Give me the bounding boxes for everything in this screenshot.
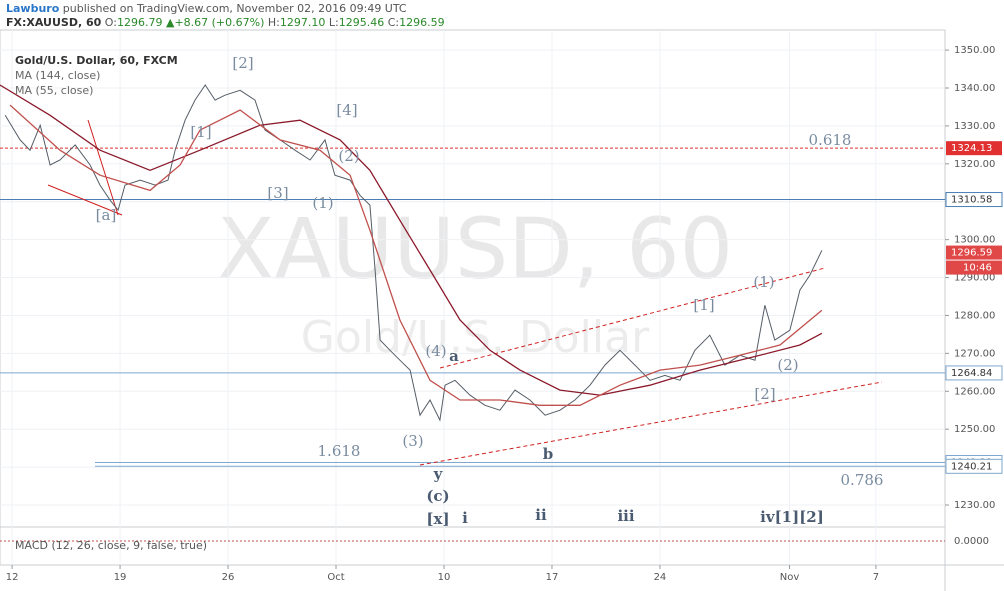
wave-label: iv[1][2] bbox=[760, 508, 824, 526]
y-tick-label: 1330.00 bbox=[954, 121, 995, 132]
y-tick-label: 1280.00 bbox=[954, 310, 995, 321]
wave-label: b bbox=[543, 445, 554, 463]
y-tick-label: 1290.00 bbox=[954, 273, 995, 284]
last-price-label-box bbox=[946, 245, 1002, 260]
x-tick-label: 26 bbox=[222, 572, 235, 583]
wave-label: i bbox=[462, 509, 468, 527]
watermark-sub: Gold/U.S. Dollar bbox=[301, 312, 650, 363]
wave-label: [1] bbox=[190, 123, 211, 141]
wave-label: (3) bbox=[402, 432, 423, 450]
wave-label: a bbox=[449, 347, 459, 365]
countdown: 10:46 bbox=[963, 263, 992, 274]
y-tick-label: 1350.00 bbox=[954, 45, 995, 56]
low: 1295.46 bbox=[338, 16, 385, 29]
x-tick-label: 24 bbox=[654, 572, 667, 583]
level-label: 1310.58 bbox=[951, 195, 992, 206]
wave-label: 1.618 bbox=[318, 442, 361, 460]
moving-average bbox=[9, 104, 823, 406]
level-label-border bbox=[945, 458, 1003, 474]
wave-label: [1] bbox=[693, 296, 714, 314]
x-tick-label: 12 bbox=[6, 572, 19, 583]
macd-tick: 0.0000 bbox=[954, 536, 989, 547]
drawing-line bbox=[419, 381, 883, 466]
x-tick-label: 10 bbox=[438, 572, 451, 583]
countdown-box bbox=[946, 260, 1002, 275]
wave-label: 0.786 bbox=[841, 471, 884, 489]
y-tick-label: 1250.00 bbox=[954, 424, 995, 435]
wave-label: ii bbox=[535, 506, 547, 524]
wave-label: [2] bbox=[232, 54, 253, 72]
y-tick-label: 1340.00 bbox=[954, 83, 995, 94]
level-label-box bbox=[946, 459, 1002, 474]
wave-label: [x] bbox=[426, 510, 449, 528]
wave-label: [a] bbox=[96, 206, 117, 224]
wave-label: [2] bbox=[754, 385, 775, 403]
close-label: C: bbox=[387, 16, 400, 29]
drawing-line bbox=[87, 119, 119, 216]
level-label-box bbox=[946, 365, 1002, 380]
y-tick-label: 1320.00 bbox=[954, 159, 995, 170]
drawing-line bbox=[47, 184, 123, 216]
change: +8.67 (+0.67%) bbox=[174, 16, 265, 29]
symbol: FX:XAUUSD, 60 bbox=[6, 16, 102, 29]
wave-label: (2) bbox=[338, 147, 359, 165]
drawing-line bbox=[439, 267, 826, 369]
level-label-border bbox=[945, 192, 1003, 208]
level-label-box bbox=[946, 192, 1002, 207]
y-tick-label: 1260.00 bbox=[954, 386, 995, 397]
published: published on TradingView.com, November 0… bbox=[62, 2, 407, 15]
plot-area bbox=[0, 29, 946, 566]
header-line: Lawburo published on TradingView.com, No… bbox=[6, 2, 445, 16]
high: 1297.10 bbox=[279, 16, 326, 29]
open-label: O: bbox=[104, 16, 117, 29]
watermark: XAUUSD, 60 bbox=[217, 200, 733, 298]
legend-entry: Gold/U.S. Dollar, 60, FXCM bbox=[15, 54, 178, 67]
author[interactable]: Lawburo bbox=[6, 2, 60, 15]
x-tick-label: Oct bbox=[327, 572, 344, 583]
x-tick-label: 7 bbox=[873, 572, 879, 583]
wave-label: (1) bbox=[753, 273, 774, 291]
level-label: 1264.84 bbox=[951, 368, 992, 379]
close: 1296.59 bbox=[399, 16, 445, 29]
level-label: 1324.13 bbox=[951, 143, 992, 154]
x-tick-label: 17 bbox=[546, 572, 559, 583]
wave-label: [4] bbox=[336, 101, 357, 119]
level-label: 1240.21 bbox=[951, 461, 992, 472]
level-label-box bbox=[946, 141, 1002, 156]
low-label: L: bbox=[328, 16, 339, 29]
open: 1296.79 bbox=[116, 16, 163, 29]
arrow: ▲ bbox=[165, 16, 175, 29]
wave-label: [3] bbox=[267, 184, 288, 202]
header: Lawburo published on TradingView.com, No… bbox=[6, 2, 445, 30]
price-line bbox=[4, 84, 823, 422]
x-tick-label: Nov bbox=[780, 572, 800, 583]
high-label: H: bbox=[267, 16, 280, 29]
wave-label: iii bbox=[617, 507, 634, 525]
wave-label: (2) bbox=[777, 356, 798, 374]
wave-label: y bbox=[433, 465, 444, 483]
macd-label: MACD (12, 26, close, 9, false, true) bbox=[15, 539, 207, 552]
legend-entry: MA (144, close) bbox=[15, 69, 100, 82]
y-tick-label: 1230.00 bbox=[954, 500, 995, 511]
wave-label: (c) bbox=[426, 487, 449, 505]
y-tick-label: 1300.00 bbox=[954, 235, 995, 246]
y-tick-label: 1270.00 bbox=[954, 348, 995, 359]
level-label-border bbox=[945, 365, 1003, 381]
wave-label: 0.618 bbox=[809, 131, 852, 149]
last-price-label: 1296.59 bbox=[951, 248, 992, 259]
wave-label: (1) bbox=[312, 194, 333, 212]
moving-average bbox=[0, 84, 823, 396]
wave-label: (4) bbox=[425, 342, 446, 360]
legend-entry: MA (55, close) bbox=[15, 84, 93, 97]
x-tick-label: 19 bbox=[114, 572, 127, 583]
ohlc-line: FX:XAUUSD, 60 O:1296.79 ▲+8.67 (+0.67%) … bbox=[6, 16, 445, 30]
